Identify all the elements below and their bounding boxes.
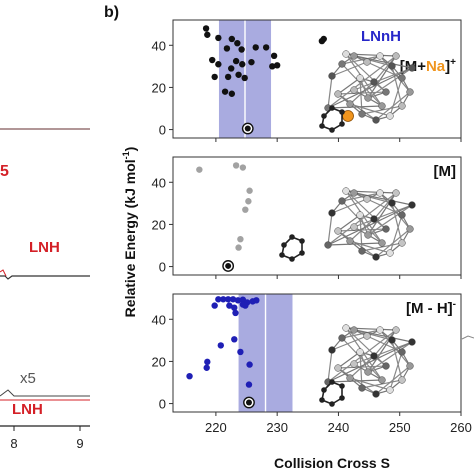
ringed-point — [225, 262, 232, 269]
data-point — [237, 235, 244, 243]
species-label: [M - H]- — [406, 299, 456, 317]
data-point — [211, 73, 218, 81]
svg-text:Relative Energy (kJ mol-1): Relative Energy (kJ mol-1) — [121, 147, 138, 318]
data-point — [215, 296, 222, 303]
data-point — [232, 162, 240, 169]
data-point — [204, 31, 211, 38]
data-point — [203, 364, 210, 371]
left-label-lnh-top: LNH — [29, 239, 60, 256]
data-point — [234, 39, 241, 47]
data-point — [215, 34, 222, 42]
data-point — [196, 166, 203, 173]
data-point — [320, 35, 327, 43]
scatter-panel-1: 0 20 40 LNnH [M+Na]+ — [152, 19, 462, 142]
plot-frame — [172, 156, 462, 276]
x-tick-label: 260 — [450, 420, 472, 435]
data-point — [238, 46, 245, 53]
data-point — [239, 164, 247, 171]
data-point — [228, 65, 235, 72]
molecule-illustration — [319, 324, 416, 407]
y-tick-label: 0 — [159, 260, 166, 275]
y-tick-label: 20 — [152, 80, 166, 95]
y-tick-label: 0 — [159, 123, 166, 138]
data-point — [232, 309, 239, 317]
x-tick-label: 230 — [266, 420, 288, 435]
data-point — [226, 302, 233, 309]
left-x-tick-8: 8 — [10, 436, 17, 451]
ringed-point — [244, 125, 251, 132]
data-point — [239, 61, 246, 68]
data-point — [262, 44, 270, 51]
data-point — [202, 25, 210, 32]
data-point — [242, 302, 249, 309]
y-tick-label: 20 — [152, 217, 166, 232]
molecule-illustration — [279, 187, 416, 262]
data-point — [248, 58, 255, 66]
data-point — [223, 45, 231, 52]
panel-label: b) — [104, 4, 119, 21]
data-point — [186, 372, 193, 380]
data-point — [253, 297, 260, 304]
left-label-lnh-bottom: LNH — [12, 401, 43, 418]
data-point — [242, 206, 249, 213]
left-x-tick-9: 9 — [76, 436, 83, 451]
data-point — [252, 44, 259, 51]
data-point — [221, 88, 229, 95]
x-axis-title: Collision Cross S — [274, 455, 390, 471]
data-point — [273, 62, 281, 69]
data-point — [237, 348, 244, 356]
right-cropped-panels — [460, 20, 474, 412]
ringed-point — [245, 399, 252, 406]
data-point — [246, 187, 253, 194]
species-label: [M] — [434, 163, 457, 180]
left-label-partial: 5 — [0, 163, 9, 180]
scatter-panel-3: 0 20 40 220 230 240 250 260 [M - H]- — [152, 293, 472, 435]
data-point — [224, 296, 232, 303]
x-tick-label: 220 — [205, 420, 227, 435]
data-point — [224, 73, 232, 81]
panel-title: LNnH — [361, 28, 401, 45]
y-tick-label: 40 — [152, 312, 166, 327]
data-point — [235, 71, 242, 78]
data-point — [241, 74, 248, 82]
y-tick-label: 40 — [152, 38, 166, 53]
data-point — [235, 244, 242, 251]
data-point — [234, 297, 242, 304]
data-point — [209, 56, 216, 64]
y-tick-label: 40 — [152, 175, 166, 190]
data-point — [270, 52, 278, 60]
data-point — [231, 336, 238, 343]
data-point — [228, 90, 236, 97]
data-point — [245, 198, 252, 205]
y-tick-label: 0 — [159, 397, 166, 412]
data-point — [228, 35, 236, 43]
data-point — [232, 57, 240, 65]
data-point — [231, 304, 238, 311]
data-point — [220, 296, 227, 303]
x-tick-label: 250 — [389, 420, 411, 435]
x-tick-label: 240 — [328, 420, 350, 435]
species-label: [M+Na]+ — [400, 57, 456, 75]
data-point — [204, 358, 211, 366]
data-point — [229, 296, 237, 303]
data-point — [217, 342, 224, 349]
data-point — [211, 302, 218, 309]
data-point — [215, 61, 222, 68]
data-point — [269, 63, 276, 70]
molecule-illustration — [319, 50, 416, 133]
left-partial-panel: 5 LNH x5 LNH 8 9 — [0, 128, 90, 451]
y-tick-label: 20 — [152, 354, 166, 369]
data-point — [246, 361, 253, 368]
data-point — [245, 381, 253, 388]
y-axis-title: Relative Energy (kJ mol-1) — [121, 147, 138, 318]
left-label-x5: x5 — [20, 370, 36, 387]
scatter-panel-2: 0 20 40 [M] — [152, 156, 462, 279]
